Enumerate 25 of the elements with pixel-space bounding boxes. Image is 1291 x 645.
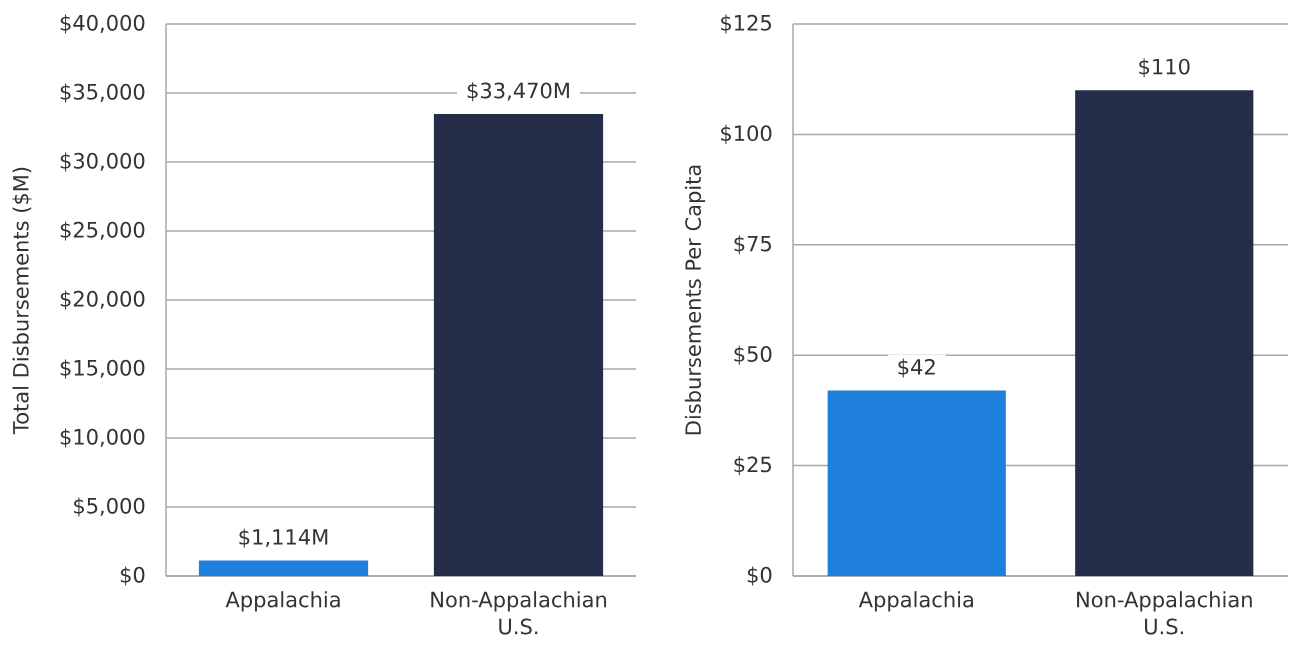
- data-label: $110: [1139, 58, 1190, 78]
- x-tick-label: Appalachia: [225, 591, 340, 612]
- y-tick-label: $20,000: [60, 290, 145, 310]
- x-tick-label: Appalachia: [858, 591, 973, 612]
- y-tick-label: $40,000: [60, 14, 145, 34]
- y-axis-title: Total Disbursements ($M): [12, 167, 32, 435]
- x-tick-label: Non-Appalachian U.S.: [1077, 591, 1252, 635]
- y-tick-label: $30,000: [60, 152, 145, 172]
- y-tick-label: $25,000: [60, 221, 145, 241]
- y-tick-label: $0: [747, 566, 772, 586]
- y-tick-label: $75: [734, 235, 771, 255]
- y-tick-label: $100: [721, 124, 772, 144]
- y-axis-title: Disbursements Per Capita: [684, 165, 706, 435]
- x-tick-label: Non-Appalachian U.S.: [431, 591, 607, 635]
- y-tick-label: $10,000: [60, 428, 145, 448]
- data-label: $1,114M: [239, 528, 328, 548]
- data-label: $33,470M: [467, 82, 569, 102]
- y-tick-label: $5,000: [74, 497, 145, 517]
- y-tick-label: $25: [734, 456, 771, 476]
- y-tick-label: $35,000: [60, 83, 145, 103]
- y-tick-label: $0: [120, 566, 145, 586]
- y-tick-label: $15,000: [60, 359, 145, 379]
- y-tick-label: $50: [734, 345, 772, 365]
- y-tick-label: $125: [721, 14, 771, 34]
- data-label: $42: [898, 358, 935, 378]
